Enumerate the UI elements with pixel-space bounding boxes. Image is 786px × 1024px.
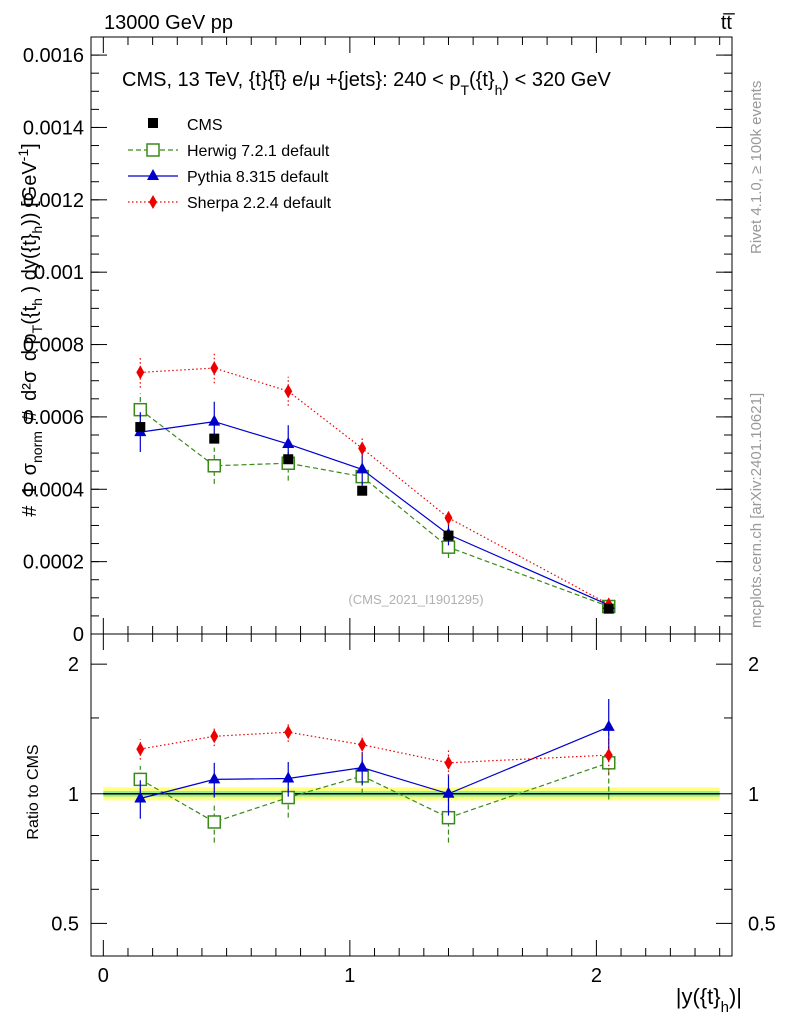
- ratio-ticks: 0.5 0.5 1 1 2 2 0 1 2: [51, 634, 776, 987]
- legend-marker-herwig: [146, 143, 160, 157]
- x-tick-label: 2: [591, 965, 602, 987]
- ratio-series-sherpa: [136, 723, 613, 776]
- ratio-point-pythia: [134, 791, 147, 803]
- x-axis-label: |y({t}h)|: [676, 984, 742, 1016]
- main-point-cms: [283, 454, 294, 465]
- legend-entry-pythia: Pythia 8.315 default: [128, 169, 329, 186]
- ratio-ytick-label-right: 2: [748, 654, 759, 676]
- ratio-line-herwig: [140, 762, 609, 823]
- main-ytick-label: 0.0012: [23, 190, 84, 212]
- main-series: [133, 352, 616, 614]
- main-ytick-label: 0.0016: [23, 45, 84, 67]
- main-ticks: 0 0.0002 0.0004 0.0006 0.0008 0.001 0.0012 0.00…: [23, 36, 732, 646]
- legend-label-cms: CMS: [187, 117, 223, 134]
- ratio-ylabel: Ratio to CMS: [25, 744, 42, 839]
- main-point-sherpa: [284, 384, 293, 399]
- ratio-ytick-label-right: 1: [748, 784, 759, 806]
- ratio-ytick-label: 2: [68, 654, 79, 676]
- main-ytick-label: 0.0004: [23, 479, 84, 501]
- analysis-watermark: (CMS_2021_I1901295): [348, 592, 483, 607]
- ratio-point-herwig: [207, 815, 222, 829]
- legend: CMS Herwig 7.2.1 default Pythia 8.315 de…: [128, 117, 332, 212]
- main-ytick-label: 0.0014: [23, 117, 84, 139]
- ratio-point-sherpa: [284, 725, 293, 740]
- ratio-ytick-label-right: 0.5: [748, 913, 776, 935]
- legend-label-sherpa: Sherpa 2.2.4 default: [187, 195, 332, 212]
- main-line-pythia: [140, 421, 609, 606]
- main-point-sherpa: [210, 361, 219, 376]
- x-tick-label: 0: [98, 965, 109, 987]
- ratio-point-sherpa: [604, 748, 613, 763]
- chart-title: CMS, 13 TeV, {t}{t̅} e/μ +{jets}: 240 < …: [122, 69, 611, 98]
- ratio-point-pythia: [602, 719, 615, 731]
- main-point-cms: [443, 530, 454, 541]
- ratio-point-pythia: [282, 771, 295, 783]
- svg-text:# 1 σnorm #: # 1 σnorm # d²σ d pT({th ) dy({t}h)) [Ge…: [15, 143, 47, 516]
- x-tick-label: 1: [344, 965, 355, 987]
- main-point-cms: [357, 485, 368, 496]
- ratio-point-pythia: [208, 772, 221, 784]
- main-point-sherpa: [358, 441, 367, 456]
- legend-marker-sherpa: [149, 195, 157, 209]
- ratio-panel: 0.5 0.5 1 1 2 2 0 1 2: [51, 633, 776, 987]
- main-point-pythia: [282, 437, 295, 449]
- ratio-point-sherpa: [358, 737, 367, 752]
- legend-label-pythia: Pythia 8.315 default: [187, 169, 329, 186]
- main-point-cms: [135, 422, 146, 433]
- main-point-sherpa: [444, 510, 453, 525]
- legend-marker-cms: [148, 118, 158, 128]
- ratio-point-sherpa: [136, 742, 145, 757]
- main-point-pythia: [208, 414, 221, 426]
- main-panel: 0 0.0002 0.0004 0.0006 0.0008 0.001 0.0012 0.00…: [23, 36, 733, 646]
- main-point-sherpa: [136, 365, 145, 380]
- legend-entry-sherpa: Sherpa 2.2.4 default: [128, 195, 332, 212]
- main-ytick-label: 0.0008: [23, 335, 84, 357]
- ratio-series: [133, 699, 616, 843]
- mcplots-label: mcplots.cern.ch [arXiv:2401.10621]: [748, 393, 765, 628]
- ratio-line-pythia: [140, 726, 609, 800]
- legend-entry-herwig: Herwig 7.2.1 default: [128, 143, 330, 160]
- legend-entry-cms: CMS: [148, 117, 223, 134]
- main-ytick-label: 0.0002: [23, 552, 84, 574]
- main-ytick-label: 0: [73, 624, 84, 646]
- main-ylabel: # 1 σnorm # d²σ d pT({th ) dy({t}h)) [Ge…: [15, 143, 47, 516]
- ratio-point-sherpa: [444, 755, 453, 770]
- legend-marker-pythia: [147, 169, 159, 180]
- ratio-series-pythia: [134, 699, 615, 819]
- main-point-pythia: [356, 462, 369, 474]
- main-point-herwig: [207, 459, 222, 473]
- main-series-cms: [135, 422, 614, 614]
- ratio-ytick-label: 1: [68, 784, 79, 806]
- process-label: tt̅: [721, 12, 735, 34]
- ratio-point-pythia: [442, 786, 455, 798]
- ratio-frame: [90, 633, 733, 957]
- energy-label: 13000 GeV pp: [104, 12, 233, 34]
- main-ytick-label: 0.0006: [23, 407, 84, 429]
- ratio-point-pythia: [356, 760, 369, 772]
- main-line-herwig: [139, 409, 609, 608]
- main-point-cms: [603, 603, 614, 614]
- rivet-version-label: Rivet 4.1.0, ≥ 100k events: [748, 81, 765, 254]
- ratio-point-sherpa: [210, 729, 219, 744]
- legend-label-herwig: Herwig 7.2.1 default: [187, 143, 330, 160]
- ratio-band: [103, 787, 720, 801]
- main-point-cms: [209, 433, 220, 444]
- ratio-ytick-label: 0.5: [51, 913, 79, 935]
- main-ytick-label: 0.001: [34, 262, 84, 284]
